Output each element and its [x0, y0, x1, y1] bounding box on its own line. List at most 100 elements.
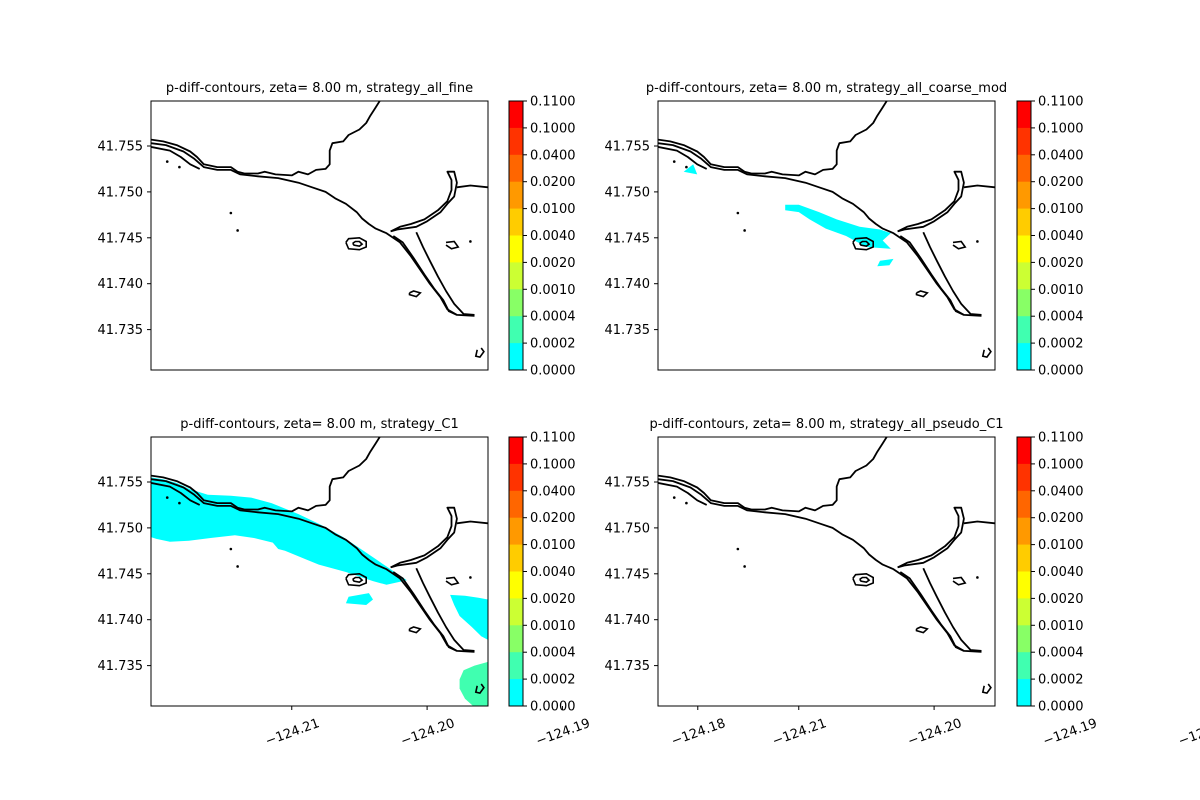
colorbar-segment: [509, 625, 523, 653]
plot-area: [658, 437, 995, 694]
coast-point: [585, 278, 588, 281]
colorbar-segment: [509, 235, 523, 263]
colorbar-tick-label: 0.0004: [1038, 310, 1084, 325]
island-outline: [981, 683, 992, 694]
coast-point: [165, 496, 169, 499]
colorbar-segment: [1017, 490, 1031, 519]
coastline: [392, 235, 458, 316]
axes-frame: [150, 436, 489, 707]
colorbar-segment: [1017, 235, 1031, 263]
island-outline: [352, 576, 364, 583]
coast-point: [743, 565, 746, 568]
x-tick-label: −124.21: [770, 716, 828, 749]
coastline: [415, 567, 475, 652]
colorbar-segment: [509, 437, 523, 465]
plot-area: [658, 101, 1095, 358]
plot-area: [151, 101, 588, 358]
colorbar-tick-label: 0.1100: [1038, 431, 1084, 446]
panel-3: p-diff-contours, zeta= 8.00 m, strategy_…: [98, 417, 728, 749]
coast-point: [585, 614, 588, 617]
y-tick-label: 41.740: [98, 277, 144, 292]
x-tick-label: −124.19: [534, 716, 592, 749]
island-outline: [474, 683, 485, 694]
island-outline: [352, 240, 364, 247]
colorbar: 0.1100 0.1000 0.0400 0.0200 0.0100 0.0040 0.00…: [1016, 431, 1084, 715]
plot-area: [151, 437, 588, 706]
coastline: [151, 146, 201, 170]
colorbar-segment: [509, 127, 523, 156]
colorbar-segment: [1017, 571, 1031, 599]
colorbar-tick-label: 0.0020: [530, 592, 576, 607]
coast-point: [1092, 278, 1095, 281]
island-outline: [445, 576, 460, 586]
coast-point: [1036, 250, 1039, 253]
colorbar-segment: [509, 652, 523, 680]
colorbar-tick-label: 0.0004: [1038, 646, 1084, 661]
colorbar-segment: [509, 598, 523, 626]
contour-region: [683, 164, 698, 175]
x-tick-label: −124.21: [263, 716, 321, 749]
colorbar-segment: [509, 544, 523, 572]
coastline: [151, 482, 201, 506]
contour-region: [450, 594, 488, 640]
colorbar-tick-label: 0.0000: [530, 700, 576, 715]
colorbar-segment: [509, 490, 523, 519]
colorbar-segment: [1017, 316, 1031, 344]
colorbar-segment: [509, 343, 523, 371]
colorbar-tick-label: 0.0004: [530, 310, 576, 325]
colorbar-tick-label: 0.0100: [530, 538, 576, 553]
colorbar-tick-label: 0.0400: [530, 148, 576, 163]
y-tick-label: 41.740: [605, 613, 651, 628]
coast-point: [529, 586, 532, 589]
colorbar-segment: [509, 517, 523, 546]
colorbar-tick-label: 0.0200: [1038, 511, 1084, 526]
colorbar-segment: [1017, 289, 1031, 317]
colorbar-tick-label: 0.0020: [1038, 592, 1084, 607]
coast-point: [548, 218, 551, 221]
island-outline: [981, 347, 992, 358]
colorbar-segment: [509, 154, 523, 183]
coastline: [658, 437, 888, 513]
coastline: [658, 101, 888, 177]
y-tick-label: 41.755: [98, 139, 144, 154]
coast-point: [1055, 218, 1058, 221]
y-tick-label: 41.740: [98, 613, 144, 628]
y-tick-label: 41.740: [605, 277, 651, 292]
island-outline: [345, 572, 368, 587]
x-tick-label: −124.18: [670, 716, 728, 749]
island-outline: [408, 626, 422, 634]
panel-4: p-diff-contours, zeta= 8.00 m, strategy_…: [605, 417, 1200, 749]
coastline: [899, 235, 965, 316]
colorbar-tick-label: 0.1100: [530, 431, 576, 446]
contour-region: [459, 661, 488, 706]
colorbar-segment: [1017, 544, 1031, 572]
coastline: [658, 482, 708, 506]
coastline: [415, 231, 475, 316]
coastline: [390, 506, 458, 569]
y-tick-label: 41.750: [98, 521, 144, 536]
coast-point: [236, 229, 239, 232]
island-outline: [859, 240, 871, 247]
coast-point: [229, 211, 233, 215]
coastline: [390, 170, 458, 233]
colorbar-tick-label: 0.0002: [530, 337, 576, 352]
colorbar-tick-label: 0.0400: [1038, 484, 1084, 499]
y-tick-label: 41.735: [605, 659, 651, 674]
panel-2: p-diff-contours, zeta= 8.00 m, strategy_…: [605, 81, 1095, 379]
coast-point: [178, 501, 181, 505]
panel-1: p-diff-contours, zeta= 8.00 m, strategy_…: [98, 81, 588, 379]
colorbar-segment: [1017, 463, 1031, 492]
colorbar-tick-label: 0.0100: [1038, 202, 1084, 217]
colorbar-tick-label: 0.0020: [530, 256, 576, 271]
panel-title: p-diff-contours, zeta= 8.00 m, strategy_…: [180, 417, 458, 432]
colorbar-segment: [1017, 101, 1031, 129]
coast-point: [672, 496, 676, 499]
coast-point: [236, 565, 239, 568]
colorbar-tick-label: 0.0200: [530, 511, 576, 526]
colorbar-tick-label: 0.0010: [530, 619, 576, 634]
coast-point: [672, 160, 676, 163]
colorbar-tick-label: 0.0000: [530, 364, 576, 379]
colorbar: 0.1100 0.1000 0.0400 0.0200 0.0100 0.0040 0.00…: [1016, 95, 1084, 379]
island-outline: [915, 290, 929, 298]
y-tick-label: 41.750: [605, 521, 651, 536]
